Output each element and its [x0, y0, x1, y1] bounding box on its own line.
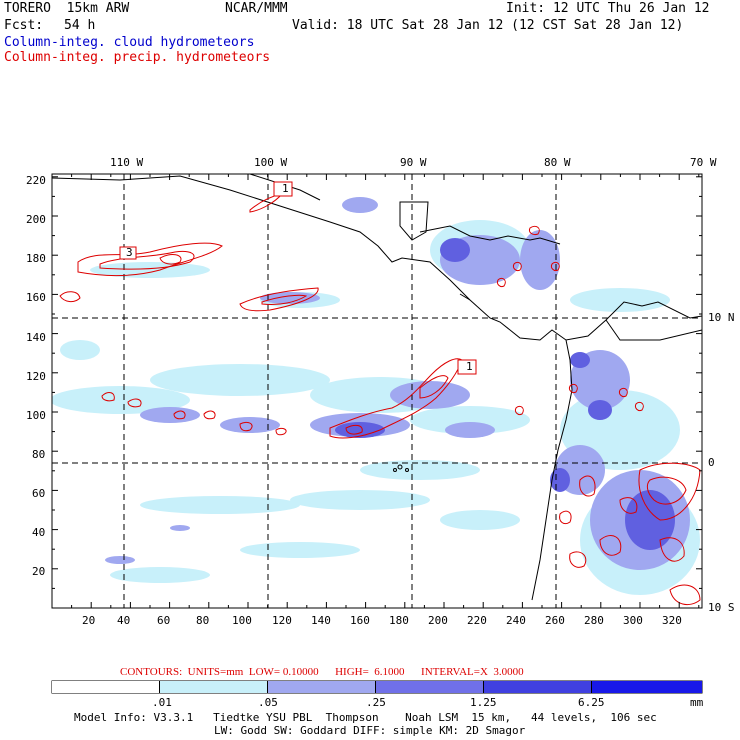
colorbar-segment-2: [268, 681, 376, 693]
x-tick: 100: [232, 614, 252, 627]
colorbar-segment-3: [376, 681, 484, 693]
x-tick: 240: [506, 614, 526, 627]
y-tick: 20: [32, 565, 46, 578]
x-tick: 140: [311, 614, 331, 627]
model-name: TORERO 15km ARW: [4, 1, 130, 16]
init-time: Init: 12 UTC Thu 26 Jan 12: [506, 1, 710, 16]
footer-physics-info: LW: Godd SW: Goddard DIFF: simple KM: 2D…: [214, 724, 526, 737]
y-tick: 220: [26, 174, 46, 187]
y-tick: 120: [26, 370, 46, 383]
shading-medium: [105, 197, 690, 570]
coastlines: [52, 174, 702, 601]
y-tick: 40: [32, 526, 46, 539]
contour-label-1a: 1: [282, 182, 289, 195]
colorbar-segment-4: [484, 681, 592, 693]
y-tick: 60: [32, 487, 46, 500]
y-tick: 140: [26, 331, 46, 344]
colorbar-bound-0: .01: [152, 696, 172, 709]
field-precip-title: Column-integ. precip. hydrometeors: [4, 50, 271, 65]
field-cloud-title: Column-integ. cloud hydrometeors: [4, 35, 255, 50]
lon-label-110w: 110 W: [110, 156, 144, 169]
y-tick: 80: [32, 448, 46, 461]
y-tick: 160: [26, 291, 46, 304]
contour-info: CONTOURS: UNITS=mm LOW= 0.10000 HIGH= 6.…: [120, 666, 524, 678]
lat-label-0: 0: [708, 456, 715, 469]
colorbar-segment-1: [160, 681, 268, 693]
x-tick: 160: [350, 614, 370, 627]
contour-label-boxes: [119, 181, 477, 375]
lon-label-90w: 90 W: [400, 156, 427, 169]
x-tick: 180: [389, 614, 409, 627]
x-tick: 300: [623, 614, 643, 627]
colorbar-units: mm: [690, 696, 704, 709]
contour-label-3: 3: [126, 246, 133, 259]
x-tick: 20: [82, 614, 96, 627]
x-tick: 80: [196, 614, 210, 627]
map-frame: [51, 173, 703, 609]
valid-time: Valid: 18 UTC Sat 28 Jan 12 (12 CST Sat …: [292, 18, 684, 33]
footer-model-info: Model Info: V3.3.1 Tiedtke YSU PBL Thomp…: [74, 711, 657, 724]
lat-label-10s: 10 S: [708, 601, 735, 614]
x-tick: 120: [272, 614, 292, 627]
colorbar-segment-0: [52, 681, 160, 693]
shading-dark: [335, 238, 675, 550]
y-tick: 200: [26, 213, 46, 226]
x-tick: 220: [467, 614, 487, 627]
colorbar-segment-5: [592, 681, 702, 693]
x-tick: 260: [545, 614, 565, 627]
colorbar-bound-1: .05: [258, 696, 278, 709]
y-tick: 180: [26, 252, 46, 265]
y-tick: 100: [26, 409, 46, 422]
x-tick: 320: [662, 614, 682, 627]
forecast-hour: 54 h: [64, 18, 96, 33]
graticule: [52, 174, 702, 608]
x-tick: 60: [157, 614, 171, 627]
contour-label-1b: 1: [466, 360, 473, 373]
lat-label-10n: 10 N: [708, 311, 735, 324]
colorbar-bound-2: .25: [366, 696, 386, 709]
forecast-label: Fcst:: [4, 18, 44, 33]
x-tick: 200: [428, 614, 448, 627]
lon-label-100w: 100 W: [254, 156, 288, 169]
x-tick: 280: [584, 614, 604, 627]
colorbar-bound-3: 1.25: [470, 696, 497, 709]
lon-label-70w: 70 W: [690, 156, 717, 169]
center-name: NCAR/MMM: [225, 1, 288, 16]
colorbar-bound-4: 6.25: [578, 696, 605, 709]
x-tick: 40: [117, 614, 131, 627]
lon-label-80w: 80 W: [544, 156, 571, 169]
